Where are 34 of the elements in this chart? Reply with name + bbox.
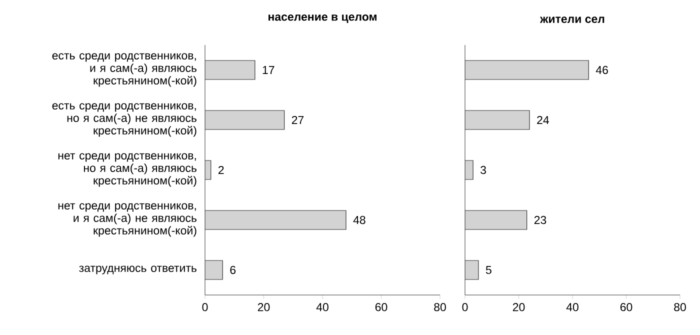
y-tick-label: есть среди родственников, но я сам(-а) не являюсь крестьянином(-кой) (52, 103, 197, 137)
data-label: 2 (218, 166, 224, 174)
data-label: 24 (537, 116, 549, 124)
x-tick-label: 20 (258, 303, 270, 312)
chart-title: население в целом (268, 14, 376, 23)
x-tick-label: 20 (512, 303, 525, 312)
bar (205, 60, 256, 80)
bar (205, 210, 346, 230)
x-tick-label: 60 (375, 303, 388, 312)
bar (465, 210, 528, 230)
x-tick-label: 80 (674, 303, 686, 312)
x-tick-label: 80 (434, 303, 446, 312)
y-tick-label: затрудняюсь ответить (79, 266, 196, 274)
x-tick-label: 60 (620, 303, 632, 312)
chart-title: жители сел (540, 16, 604, 23)
x-tick-label: 40 (316, 303, 328, 312)
bar (205, 260, 223, 280)
x-tick-label: 0 (462, 303, 468, 312)
data-label: 3 (480, 166, 486, 174)
x-tick-label: 40 (566, 303, 578, 312)
data-label: 6 (230, 266, 236, 274)
bar (465, 110, 530, 130)
data-label: 27 (292, 116, 304, 124)
data-label: 17 (262, 66, 274, 74)
y-tick-label: нет среди родственников, но я сам(-а) являюсь крестьянином(-кой) (58, 153, 197, 187)
x-tick-label: 0 (202, 303, 208, 312)
bar (205, 110, 285, 130)
data-label: 48 (353, 216, 366, 224)
y-tick-label: нет среди родственников, и я сам(-а) не являюсь крестьянином(-кой) (58, 203, 197, 237)
bar (465, 60, 589, 80)
data-label: 5 (486, 266, 492, 274)
data-label: 46 (596, 66, 608, 74)
y-tick-label: есть среди родственников, и я сам(-а) являюсь крестьянином(-кой) (52, 53, 197, 87)
data-label: 23 (534, 216, 546, 224)
